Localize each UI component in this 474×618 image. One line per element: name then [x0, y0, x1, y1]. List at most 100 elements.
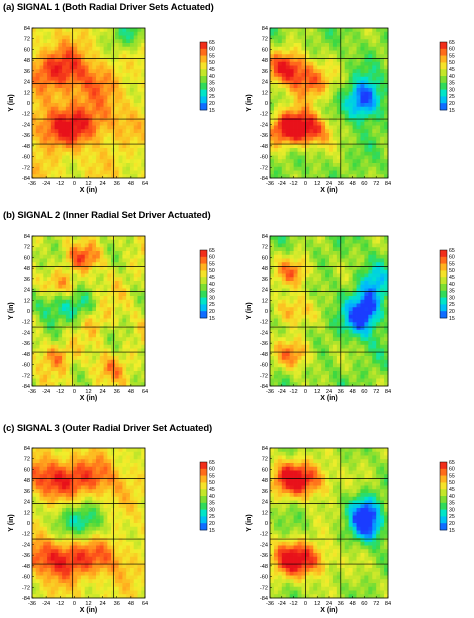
heatmap-cell — [62, 133, 67, 138]
heatmap-cell — [35, 348, 40, 353]
heatmap-cell — [305, 251, 310, 256]
heatmap-cell — [380, 333, 385, 338]
heatmap-cell — [325, 333, 330, 338]
heatmap-cell — [32, 382, 37, 387]
y-tick-label: -84 — [260, 176, 268, 182]
heatmap-cell — [344, 155, 350, 160]
heatmap-cell — [50, 337, 55, 342]
heatmap-cell — [141, 50, 146, 55]
heatmap-cell — [118, 273, 123, 278]
x-tick-label: -12 — [56, 389, 64, 395]
heatmap-cell — [289, 106, 294, 111]
heatmap-cell — [356, 31, 361, 36]
heatmap-cell — [96, 288, 101, 293]
heatmap-cell — [141, 269, 146, 274]
heatmap-cell — [69, 69, 74, 74]
heatmap-cell — [35, 352, 40, 357]
heatmap-cell — [35, 163, 40, 168]
heatmap-cell — [129, 378, 135, 383]
heatmap-cell — [96, 322, 101, 327]
heatmap-cell — [122, 95, 127, 100]
heatmap-cell — [344, 352, 350, 357]
colorbar-band — [200, 48, 207, 56]
heatmap-cell — [313, 31, 318, 36]
heatmap-cell — [325, 322, 330, 327]
heatmap-cell — [80, 314, 86, 319]
heatmap-cell — [84, 236, 89, 241]
heatmap-cell — [69, 110, 74, 115]
heatmap-cell — [325, 243, 330, 248]
heatmap-cell — [376, 371, 381, 376]
heatmap-cell — [107, 114, 112, 119]
heatmap-cell — [114, 106, 119, 111]
heatmap-cell — [273, 114, 279, 119]
heatmap-cell — [69, 151, 74, 156]
heatmap-cell — [321, 129, 326, 134]
heatmap-cell — [277, 273, 283, 278]
heatmap-cell — [122, 159, 127, 164]
heatmap-cell — [329, 140, 334, 145]
heatmap-cell — [137, 39, 142, 44]
heatmap-cell — [368, 103, 373, 108]
heatmap-cell — [35, 129, 40, 134]
heatmap-cell — [325, 236, 330, 241]
heatmap-cell — [348, 46, 353, 51]
heatmap-cell — [133, 129, 138, 134]
heatmap-cell — [273, 277, 279, 282]
heatmap-cell — [133, 73, 138, 78]
heatmap-cell — [133, 326, 138, 331]
heatmap-cell — [336, 314, 342, 319]
heatmap-cell — [114, 43, 119, 48]
heatmap-cell — [54, 166, 59, 171]
heatmap-cell — [348, 303, 353, 308]
heatmap-cell — [329, 266, 334, 271]
heatmap-cell — [54, 318, 59, 323]
heatmap-cell — [384, 84, 389, 89]
heatmap-cell — [47, 258, 52, 263]
heatmap-cell — [69, 80, 74, 85]
heatmap-cell — [107, 163, 112, 168]
heatmap-cell — [32, 341, 37, 346]
heatmap-cell — [103, 155, 108, 160]
heatmap-cell — [305, 311, 310, 316]
heatmap-cell — [336, 69, 342, 74]
heatmap-cell — [43, 337, 48, 342]
heatmap-cell — [73, 69, 78, 74]
heatmap-cell — [80, 125, 86, 130]
heatmap-cell — [309, 28, 314, 33]
heatmap-cell — [321, 239, 326, 244]
x-tick-label: -12 — [290, 181, 298, 187]
heatmap-cell — [118, 382, 123, 387]
heatmap-cell — [32, 170, 37, 175]
heatmap-cell — [92, 378, 97, 383]
heatmap-cell — [58, 84, 63, 89]
heatmap-cell — [340, 367, 346, 372]
heatmap-cell — [277, 163, 283, 168]
heatmap-cell — [301, 359, 306, 364]
heatmap-cell — [77, 114, 82, 119]
heatmap-cell — [133, 125, 138, 130]
heatmap-cell — [321, 136, 326, 141]
heatmap-cell — [50, 73, 55, 78]
heatmap-cell — [273, 236, 279, 241]
heatmap-cell — [103, 299, 108, 304]
heatmap-cell — [380, 281, 385, 286]
heatmap-cell — [376, 155, 381, 160]
heatmap-cell — [54, 311, 59, 316]
heatmap-cell — [137, 170, 142, 175]
heatmap-cell — [277, 61, 283, 66]
heatmap-cell — [340, 344, 346, 349]
heatmap-cell — [122, 311, 127, 316]
heatmap-cell — [54, 288, 59, 293]
heatmap-cell — [376, 247, 381, 252]
heatmap-cell — [69, 39, 74, 44]
heatmap-cell — [69, 277, 74, 282]
heatmap-cell — [126, 281, 131, 286]
heatmap-cell — [35, 39, 40, 44]
heatmap-cell — [96, 326, 101, 331]
heatmap-cell — [309, 43, 314, 48]
heatmap-cell — [47, 50, 52, 55]
heatmap-cell — [54, 80, 59, 85]
heatmap-cell — [336, 359, 342, 364]
heatmap-cell — [376, 326, 381, 331]
